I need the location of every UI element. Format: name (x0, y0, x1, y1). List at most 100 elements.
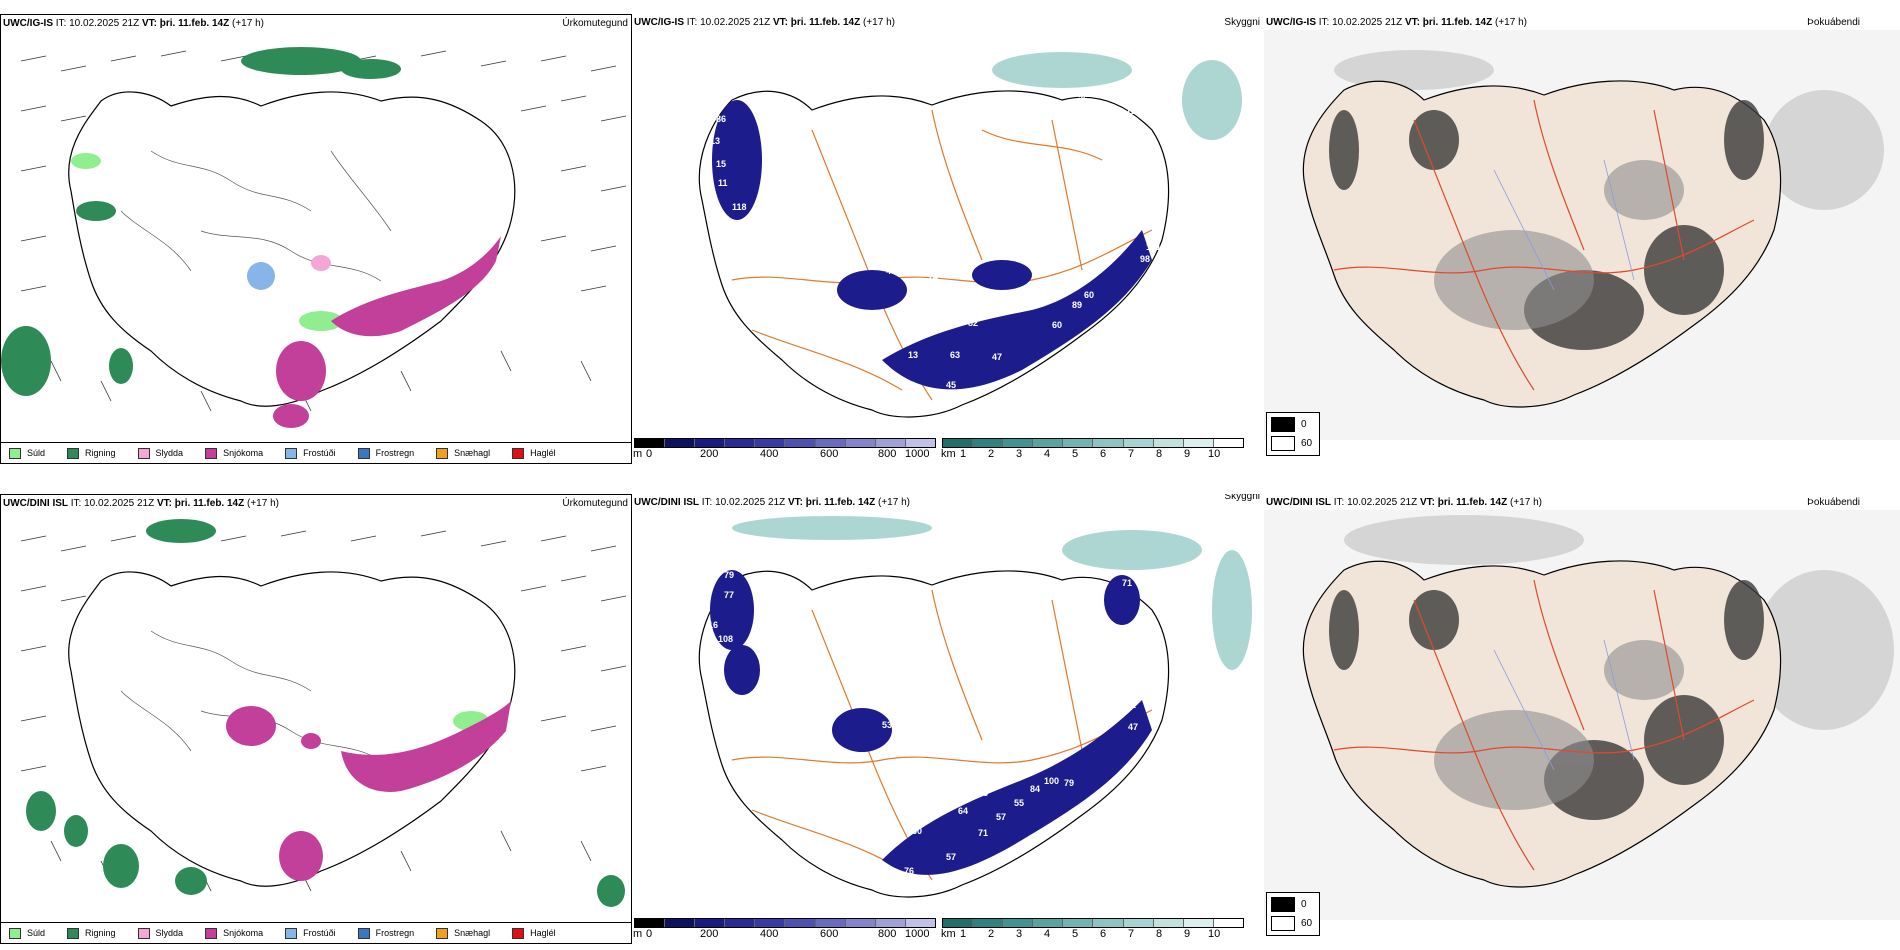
height-colorbar-swatches (634, 918, 936, 928)
legend-item: Súld (9, 447, 45, 459)
visibility-tick: 3 (1016, 928, 1023, 940)
precip-title-2: Úrkomutegund (562, 498, 628, 509)
cloud-number: 53 (882, 720, 893, 730)
iceland-outline (68, 91, 516, 407)
legend-item: Slydda (137, 447, 183, 459)
cloud-number: 61 (946, 250, 957, 260)
legend-swatch (205, 927, 218, 939)
cloud-number: 13 (710, 136, 721, 146)
cloud-number: 62 (894, 242, 905, 252)
legend-swatch (512, 447, 525, 459)
fog-swatch (1271, 436, 1295, 451)
height-tick: 1000 (905, 928, 930, 940)
cloud-number: 26 (1078, 94, 1089, 104)
height-cell (815, 919, 846, 927)
cloud-panel-2: UWC/DINI ISL IT: 10.02.2025 21Z VT: þri.… (632, 494, 1264, 944)
visibility-cell (1003, 919, 1034, 927)
legend-swatch (137, 927, 150, 939)
fog-swatch (1271, 417, 1295, 432)
height-tick: 600 (820, 448, 839, 460)
height-tick: 800 (878, 928, 897, 940)
precip-map-1 (1, 47, 627, 428)
visibility-tick: 1 (960, 928, 967, 940)
visibility-cell (1033, 439, 1064, 447)
legend-swatch (205, 447, 218, 459)
fog-map-2 (1264, 510, 1900, 920)
fog-panel-2: UWC/DINI ISL IT: 10.02.2025 21Z VT: þri.… (1264, 494, 1900, 944)
precip-title-1: Úrkomutegund (562, 18, 628, 29)
cloud-number: 103 (1022, 298, 1038, 308)
cloud-number: 72 (788, 350, 799, 360)
legend-swatch (512, 927, 525, 939)
height-colorbar-swatches (634, 438, 936, 448)
visibility-tick: 9 (1184, 448, 1191, 460)
height-cell (635, 919, 666, 927)
cloud-number: 81 (716, 92, 727, 102)
fog-sea-patterns (1334, 50, 1884, 210)
snow-areas (273, 236, 501, 428)
legend-item: Snæhagl (436, 927, 490, 939)
cloud-number: 101 (1146, 242, 1162, 252)
visibility-cell (1183, 919, 1214, 927)
height-cell (695, 919, 726, 927)
visibility-colorbar-swatches (942, 438, 1244, 448)
visibility-cell (1153, 919, 1184, 927)
legend-item: Rigning (67, 447, 116, 459)
sleet-areas (311, 255, 331, 271)
visibility-tick: 10 (1208, 928, 1221, 940)
visibility-tick: 4 (1044, 928, 1051, 940)
legend-swatch (436, 927, 449, 939)
terrain-lines (120, 150, 392, 282)
legend-swatch (67, 447, 80, 459)
cloud-title-2: Skyggni (1224, 494, 1260, 502)
fog-dark-areas (1329, 100, 1764, 350)
height-cell (785, 919, 816, 927)
fog-sea-patterns (1344, 515, 1894, 730)
height-cell (755, 919, 786, 927)
cloud-number: 106 (992, 240, 1008, 250)
cloud-base-areas (710, 570, 1152, 875)
cloud-number: 12 (1126, 106, 1137, 116)
visibility-tick: 1 (960, 448, 967, 460)
precip-header-2: UWC/DINI ISL IT: 10.02.2025 21Z VT: þri.… (3, 498, 279, 509)
precip-panel-1: UWC/IG-IS IT: 10.02.2025 21Z VT: þri. 11… (0, 14, 632, 464)
rain-areas (1, 47, 401, 396)
visibility-tick: 6 (1100, 448, 1107, 460)
visibility-tick: 2 (988, 928, 995, 940)
legend-item: Frostúði (285, 447, 336, 459)
height-cell (725, 439, 756, 447)
visibility-cell (1153, 439, 1184, 447)
legend-swatch (9, 927, 21, 939)
legend-swatch (357, 927, 370, 939)
legend-item: Frostregn (357, 447, 414, 459)
cloud-number: 49 (886, 266, 897, 276)
fog-road-network (1333, 579, 1755, 871)
fog-panel-1: UWC/IG-IS IT: 10.02.2025 21Z VT: þri. 11… (1264, 14, 1900, 464)
height-cell (665, 439, 696, 447)
wind-barbs (20, 530, 627, 892)
fog-gray-areas (1434, 160, 1684, 330)
cloud-number: 55 (1014, 798, 1025, 808)
cloud-number: 60 (1052, 320, 1063, 330)
cloud-number: 63 (950, 350, 961, 360)
height-cell (845, 919, 876, 927)
visibility-tick: 5 (1072, 448, 1079, 460)
cloud-number: 57 (996, 812, 1007, 822)
cloud-header-2: UWC/DINI ISL IT: 10.02.2025 21Z VT: þri.… (634, 497, 910, 508)
fog-map-1 (1264, 30, 1900, 440)
cloud-panel-1: UWC/IG-IS IT: 10.02.2025 21Z VT: þri. 11… (632, 14, 1264, 464)
road-network (731, 109, 1153, 401)
cloud-number: 79 (724, 570, 735, 580)
precip-legend-1: Súld Rigning Slydda Snjókoma Frostúði Fr… (1, 442, 631, 463)
cloud-number: 64 (958, 806, 969, 816)
legend-item: Snjókoma (205, 927, 263, 939)
precip-header-1: UWC/IG-IS IT: 10.02.2025 21Z VT: þri. 11… (3, 18, 264, 29)
height-tick: 400 (760, 928, 779, 940)
visibility-cell (973, 439, 1004, 447)
fog-legend-item: 0 (1271, 417, 1315, 432)
cloud-number: 71 (1122, 578, 1133, 588)
visibility-colorbar-swatches (942, 918, 1244, 928)
legend-swatch (137, 447, 150, 459)
visibility-tick: 5 (1072, 928, 1079, 940)
legend-swatch (9, 447, 21, 459)
